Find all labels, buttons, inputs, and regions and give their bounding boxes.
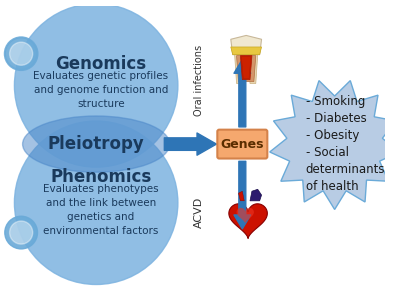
Text: - Smoking
- Diabetes
- Obesity
- Social
determinants
of health: - Smoking - Diabetes - Obesity - Social … <box>306 95 385 193</box>
Circle shape <box>14 121 178 285</box>
FancyArrowPatch shape <box>234 59 251 127</box>
Text: Evaluates phenotypes
and the link between
genetics and
environmental factors: Evaluates phenotypes and the link betwee… <box>43 185 159 236</box>
Circle shape <box>5 216 38 249</box>
FancyBboxPatch shape <box>217 130 267 159</box>
FancyArrowPatch shape <box>234 161 251 229</box>
Polygon shape <box>236 208 254 224</box>
Polygon shape <box>250 189 262 201</box>
Circle shape <box>10 221 33 244</box>
FancyArrowPatch shape <box>164 133 216 155</box>
Polygon shape <box>229 204 267 239</box>
Polygon shape <box>236 56 256 81</box>
Circle shape <box>10 42 33 65</box>
Text: Evaluates genetic profiles
and genome function and
structure: Evaluates genetic profiles and genome fu… <box>34 71 168 109</box>
Circle shape <box>5 38 38 70</box>
Text: ACVD: ACVD <box>194 197 204 228</box>
Text: Oral infections: Oral infections <box>194 45 204 116</box>
Text: Pleiotropy: Pleiotropy <box>48 135 144 153</box>
Polygon shape <box>235 55 244 84</box>
Circle shape <box>14 4 178 167</box>
Text: Genes: Genes <box>220 138 264 151</box>
Polygon shape <box>241 57 251 79</box>
Polygon shape <box>231 47 262 55</box>
Polygon shape <box>238 191 244 201</box>
Text: Genomics: Genomics <box>56 55 146 73</box>
Polygon shape <box>248 55 258 84</box>
Polygon shape <box>240 56 252 80</box>
Polygon shape <box>231 35 262 55</box>
Text: Phenomics: Phenomics <box>50 168 152 186</box>
Ellipse shape <box>22 116 170 172</box>
Polygon shape <box>270 81 400 209</box>
